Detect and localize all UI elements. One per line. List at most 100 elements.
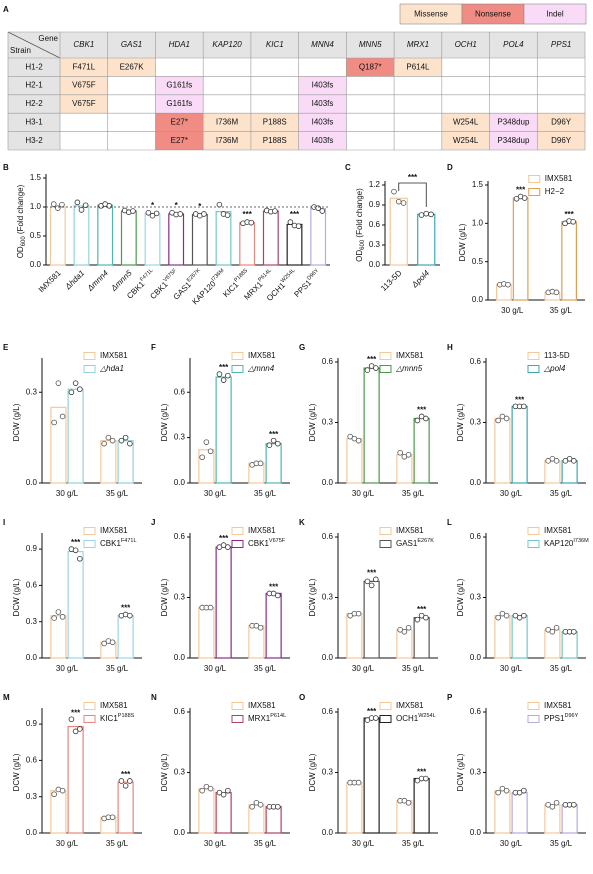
legend-swatch — [231, 365, 244, 373]
replicate-point — [77, 555, 83, 562]
legend-label-part: IMX581 — [100, 526, 128, 535]
legend-swatch — [379, 352, 392, 360]
legend-label: △mnn5 — [395, 364, 423, 373]
replicate-point — [109, 639, 116, 646]
y-axis-label: DCW (g/L) — [308, 403, 317, 441]
replicate-point — [513, 196, 520, 202]
bar — [363, 580, 380, 659]
replicate-point — [51, 615, 57, 621]
mutation-cell — [298, 113, 347, 132]
bar — [198, 788, 215, 834]
replicate-point — [59, 787, 66, 794]
replicate-point — [72, 547, 79, 554]
legend-label: KIC1P188S — [100, 713, 135, 723]
replicate-point — [55, 609, 62, 615]
legend-swatch — [527, 527, 540, 535]
replicate-point — [364, 367, 371, 373]
replicate-point — [405, 799, 412, 806]
x-tick-label: 35 g/L — [402, 489, 425, 498]
replicate-point — [68, 716, 75, 723]
bar — [265, 592, 282, 659]
mutation-label: W254L — [453, 136, 479, 145]
legend-label-part: IMX581 — [545, 174, 573, 183]
replicate-point — [570, 219, 576, 225]
bar — [248, 625, 265, 659]
gene-header: HDA1 — [169, 40, 190, 49]
legend-label-part: W254L — [418, 713, 435, 719]
replicate-point — [549, 803, 556, 810]
significance: *** — [417, 768, 427, 777]
bar — [494, 615, 511, 659]
legend-swatch — [527, 540, 540, 548]
legend-swatch — [528, 188, 541, 196]
legend-swatch — [523, 3, 587, 25]
mutation-label: E27* — [171, 118, 188, 127]
y-tick-label: 0.0 — [322, 478, 334, 487]
mutation-label: E27* — [171, 136, 188, 145]
x-tick-label: 30 g/L — [204, 489, 227, 498]
replicate-point — [199, 787, 205, 794]
replicate-point — [368, 582, 375, 589]
y-axis-label: DCW (g/L) — [160, 403, 169, 441]
corner-bottom: Strain — [10, 46, 31, 55]
panel-letter: P — [447, 693, 453, 702]
mutation-label: D96Y — [551, 118, 572, 127]
significance: *** — [408, 173, 418, 182]
bar — [67, 550, 84, 659]
bar — [117, 440, 134, 484]
legend-label: △mnn4 — [247, 364, 275, 373]
x-tick-label: 30 g/L — [352, 489, 375, 498]
x-tick-label: 35 g/L — [550, 489, 573, 498]
y-tick-label: 0.3 — [470, 593, 482, 602]
legend-swatch — [379, 527, 392, 535]
replicate-point — [275, 440, 281, 447]
x-tick-label: 35 g/L — [550, 664, 573, 673]
legend-label: OCH1W254L — [396, 713, 436, 723]
y-tick-label: 0.0 — [472, 295, 484, 304]
replicate-point — [423, 415, 429, 422]
y-axis-label: OD600 (Fold change) — [16, 184, 26, 258]
x-tick-label: 30 g/L — [352, 839, 375, 848]
x-tick-label: 30 g/L — [500, 489, 523, 498]
mutation-cell — [60, 76, 108, 95]
significance: *** — [515, 395, 525, 404]
replicate-point — [72, 728, 79, 735]
replicate-point — [203, 439, 210, 445]
y-tick-label: 0.6 — [470, 532, 482, 541]
x-tick-label: 30 g/L — [204, 839, 227, 848]
replicate-point — [82, 202, 89, 209]
gene-header: GAS1 — [121, 40, 142, 49]
legend-label-part: F471L — [121, 538, 137, 544]
bar — [561, 804, 578, 834]
x-tick-label: 30 g/L — [500, 839, 523, 848]
bar — [239, 222, 256, 266]
legend-label: IMX581 — [544, 526, 572, 535]
bar — [511, 792, 528, 834]
significance: *** — [290, 210, 300, 219]
table-header-bg — [8, 32, 585, 58]
y-tick-label: 0.0 — [369, 260, 381, 269]
mutation-label: V675F — [72, 81, 96, 90]
gene-header: MNN4 — [311, 40, 334, 49]
y-axis-label: DCW (g/L) — [458, 223, 467, 261]
mutation-cell — [155, 131, 204, 150]
legend-label-part: IMX581 — [248, 701, 276, 710]
y-tick-label: 0.6 — [174, 532, 186, 541]
y-tick-label: 0.0 — [322, 653, 334, 662]
legend-label-part: IMX581 — [396, 526, 424, 535]
replicate-point — [130, 208, 136, 214]
y-axis-label: DCW (g/L) — [12, 753, 21, 791]
y-tick-label: 0.0 — [30, 260, 42, 269]
replicate-point — [127, 778, 133, 784]
mutation-cell — [489, 113, 538, 132]
significance: *** — [367, 568, 377, 577]
y-tick-label: 0.9 — [26, 544, 38, 553]
replicate-point — [571, 458, 577, 464]
legend-label: KAP120I736M — [544, 538, 589, 548]
panel-letter: M — [3, 693, 10, 702]
panel-letter: A — [3, 5, 9, 14]
y-tick-label: 1.5 — [30, 173, 42, 182]
mutation-cell — [441, 113, 490, 132]
y-tick-label: 0.0 — [174, 828, 186, 837]
legend-label-part: H2−2 — [545, 187, 565, 196]
